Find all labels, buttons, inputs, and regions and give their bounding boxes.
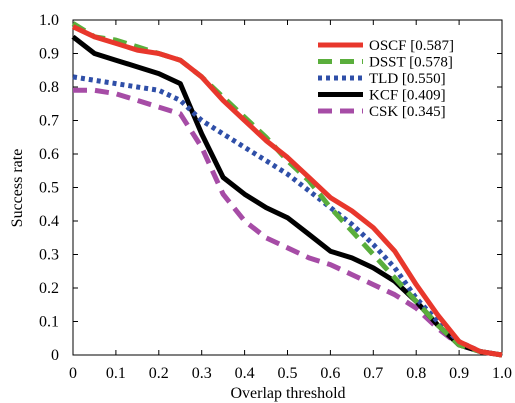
x-tick-label: 0.2 xyxy=(149,365,169,382)
x-axis-label: Overlap threshold xyxy=(230,385,345,402)
y-tick-label: 0.9 xyxy=(39,46,59,63)
y-tick-label: 0.7 xyxy=(39,113,59,130)
x-tick-label: 1.0 xyxy=(492,365,512,382)
x-tick-label: 0.6 xyxy=(320,365,340,382)
legend-label-dsst: DSST [0.578] xyxy=(369,55,453,71)
series-line-oscf xyxy=(71,24,503,358)
y-tick-label: 0.3 xyxy=(39,247,59,264)
y-tick-label: 0.4 xyxy=(39,213,59,230)
legend-label-csk: CSK [0.345] xyxy=(369,104,446,120)
legend-label-tld: TLD [0.550] xyxy=(369,71,446,87)
y-axis-label: Success rate xyxy=(9,149,26,228)
x-tick-label: 0.4 xyxy=(235,365,255,382)
y-tick-label: 0.6 xyxy=(39,146,59,163)
x-tick-label: 0.9 xyxy=(449,365,469,382)
legend-label-oscf: OSCF [0.587] xyxy=(369,38,454,54)
y-tick-label: 0 xyxy=(51,347,59,364)
y-tick-label: 0.1 xyxy=(39,314,59,331)
x-tick-label: 0.7 xyxy=(363,365,383,382)
x-tick-label: 0.5 xyxy=(278,365,298,382)
legend: OSCF [0.587]DSST [0.578]TLD [0.550]KCF [… xyxy=(318,38,454,120)
x-tick-label: 0.3 xyxy=(192,365,212,382)
y-tick-label: 0.2 xyxy=(39,280,59,297)
x-tick-label: 0.1 xyxy=(106,365,126,382)
legend-label-kcf: KCF [0.409] xyxy=(369,88,446,104)
y-tick-label: 0.5 xyxy=(39,180,59,197)
y-tick-label: 1.0 xyxy=(39,12,59,29)
series-group xyxy=(71,21,503,358)
x-tick-label: 0.8 xyxy=(406,365,426,382)
y-tick-label: 0.8 xyxy=(39,79,59,96)
series-line-csk xyxy=(73,87,503,358)
ticks-group: 0 0.1 0.2 0.3 0.4 0.5 0.6 0.7 0.8 0.9 1.0 0 0.1 0.2 0.… xyxy=(39,12,512,382)
x-tick-label: 0 xyxy=(69,365,77,382)
